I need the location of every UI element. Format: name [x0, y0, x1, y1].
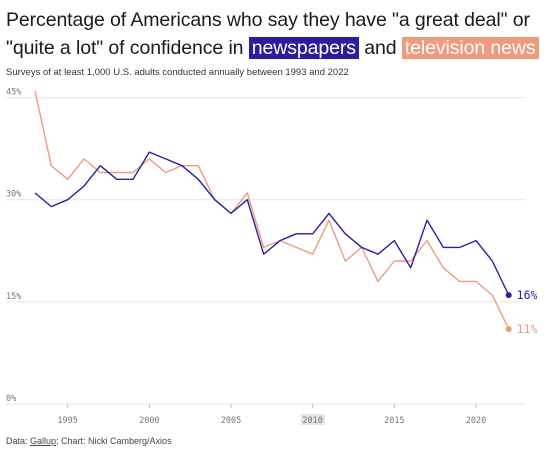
x-tick-label: 2000: [139, 416, 159, 426]
y-tick-label: 45%: [6, 88, 21, 98]
x-tick-label: 1995: [57, 416, 77, 426]
series-line-television-news: [34, 90, 510, 330]
gallup-link[interactable]: Gallup: [30, 436, 57, 446]
end-point-television-news: [505, 326, 512, 333]
television-news-highlight: television news: [401, 37, 539, 59]
x-tick-highlight: [300, 414, 325, 425]
end-value-label: 16%: [517, 288, 538, 302]
series-line-newspapers: [34, 151, 510, 296]
y-tick-label: 30%: [6, 190, 21, 200]
chart-subtitle: Surveys of at least 1,000 U.S. adults co…: [6, 67, 349, 78]
x-tick-label: 2020: [466, 416, 486, 426]
x-tick-label: 2005: [221, 416, 241, 426]
chart-title: Percentage of Americans who say they hav…: [6, 6, 550, 62]
y-tick-label: 15%: [6, 292, 21, 302]
source-suffix: ; Chart: Nicki Camberg/Axios: [56, 436, 172, 446]
x-tick-label: 2015: [384, 416, 404, 426]
title-text-part2: and: [364, 37, 397, 59]
x-tick-label: 2010: [302, 416, 322, 426]
source-note: Data: Gallup; Chart: Nicki Camberg/Axios: [6, 436, 172, 446]
y-tick-label: 0%: [6, 394, 16, 404]
source-prefix: Data:: [6, 436, 31, 446]
end-point-newspapers: [505, 292, 512, 299]
newspapers-highlight: newspapers: [248, 37, 359, 59]
title-text-part1: Percentage of Americans who say they hav…: [6, 9, 530, 59]
end-value-label: 11%: [517, 322, 538, 336]
